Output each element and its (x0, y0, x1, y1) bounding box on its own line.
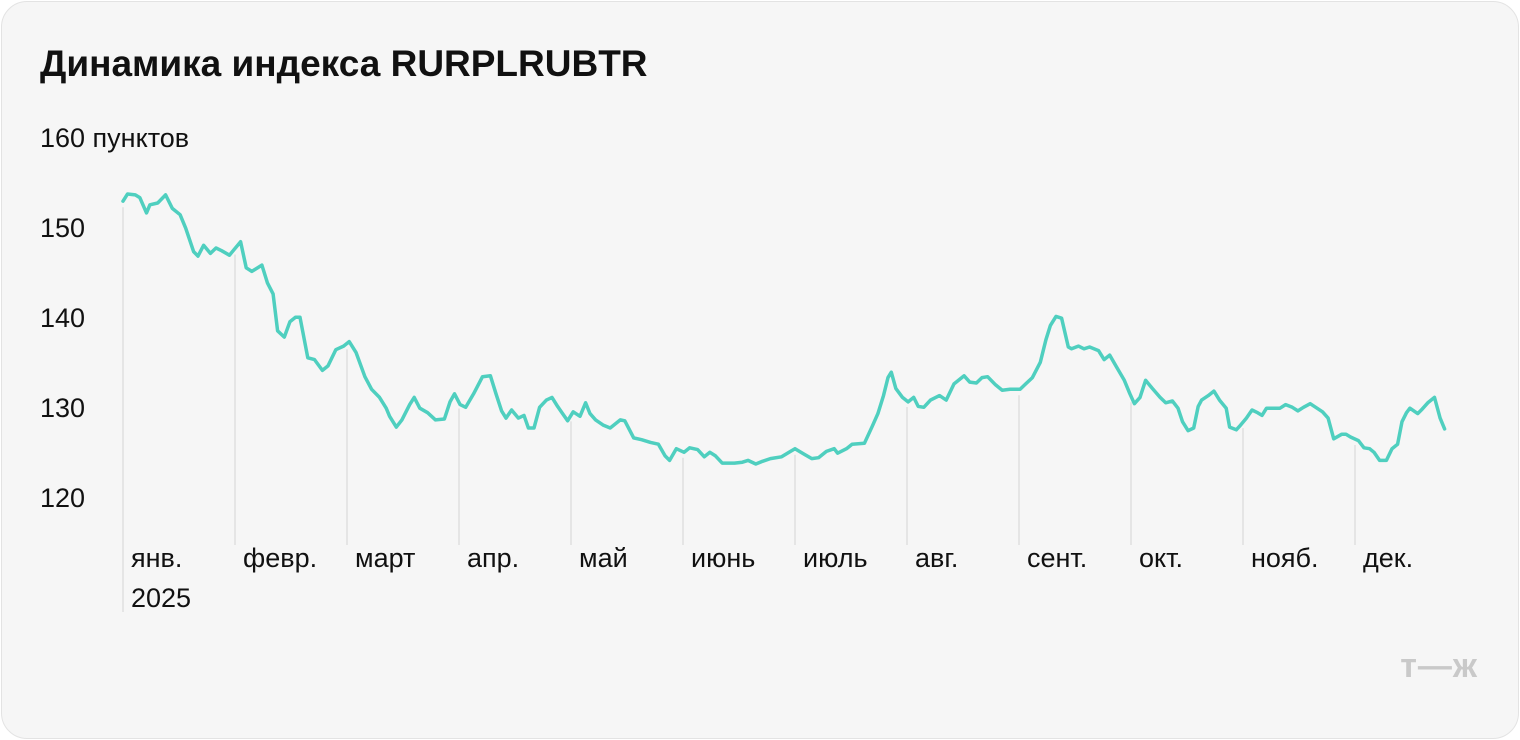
x-tick-label: янв. (131, 543, 182, 573)
y-tick-label: 120 (40, 483, 85, 513)
x-tick-label: май (579, 543, 628, 573)
x-tick-label: авг. (915, 543, 958, 573)
x-tick-label: сент. (1027, 543, 1087, 573)
x-tick-label: дек. (1363, 543, 1413, 573)
x-tick-label: июнь (691, 543, 755, 573)
y-tick-label: 150 (40, 213, 85, 243)
index-line (121, 192, 1447, 466)
x-tick-label: июль (803, 543, 868, 573)
chart-title: Динамика индекса RURPLRUBTR (40, 43, 648, 84)
x-tick-label: окт. (1139, 543, 1183, 573)
y-tick-label: 130 (40, 393, 85, 423)
x-tick-label: апр. (467, 543, 519, 573)
logo: т—ж (1400, 647, 1478, 685)
x-tick-label: февр. (243, 543, 317, 573)
x-tick-label: март (355, 543, 415, 573)
x-tick-label: нояб. (1251, 543, 1319, 573)
y-tick-label: 140 (40, 303, 85, 333)
y-tick-label: 160 пунктов (40, 123, 189, 153)
year-label: 2025 (131, 583, 191, 613)
